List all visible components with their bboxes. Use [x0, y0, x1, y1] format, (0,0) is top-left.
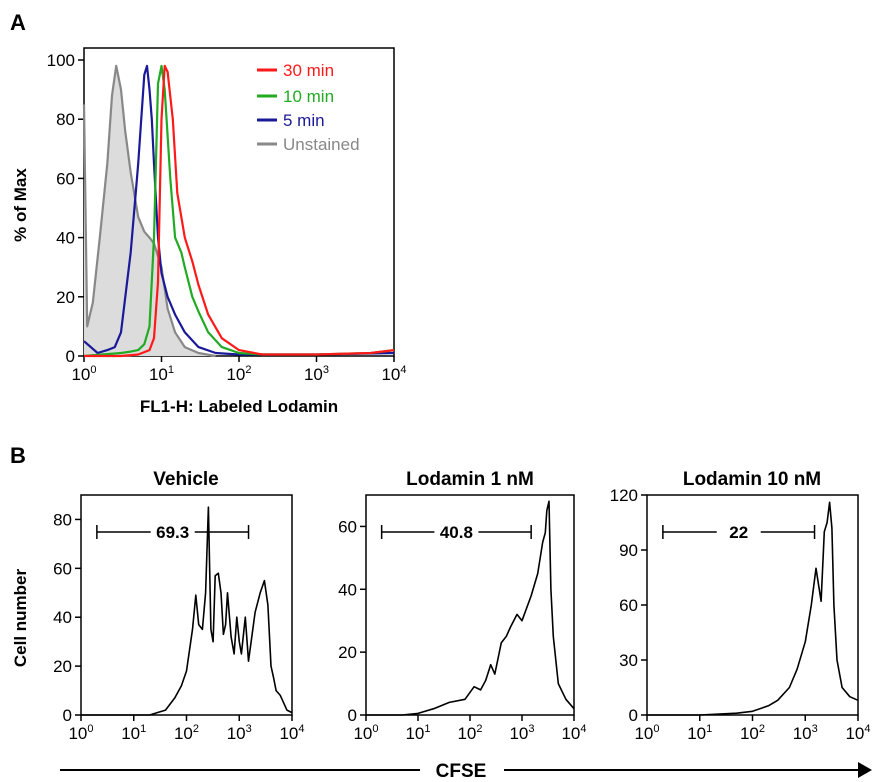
lodamin-1nm-x-tick-label: 102 — [457, 723, 482, 743]
lodamin-10nm-y-tick-label: 0 — [629, 706, 638, 725]
histogram-line-lodamin-10nm — [647, 501, 859, 716]
a-y-tick-label: 60 — [56, 169, 75, 188]
lodamin-10nm-y-tick-label: 60 — [619, 596, 638, 615]
legend-label-5min: 5 min — [283, 111, 325, 130]
gate-lodamin-10nm — [662, 525, 816, 539]
histogram-line-lodamin-1nm — [366, 500, 575, 716]
vehicle-y-tick-label: 80 — [53, 510, 72, 529]
cfse-arrowhead — [858, 762, 872, 778]
y-ticks-lodamin-10nm: 0 30 60 90 120 — [610, 486, 647, 725]
y-ticks-lodamin-1nm: 0 20 40 60 — [338, 517, 366, 725]
legend-label-10min: 10 min — [283, 87, 334, 106]
lodamin-10nm-x-tick-label: 101 — [687, 723, 712, 743]
vehicle-x-tick-label: 103 — [227, 723, 252, 743]
x-ticks-lodamin-10nm: 100 101 102 103 104 — [634, 715, 871, 743]
cfse-label: CFSE — [436, 761, 487, 782]
plot-title-lodamin-10nm: Lodamin 10 nM — [683, 469, 821, 490]
a-x-tick-label: 102 — [226, 364, 251, 384]
gate-label-lodamin-10nm: 22 — [729, 523, 748, 542]
plot-lodamin-10nm: Lodamin 10 nM 0 30 60 90 120 100 101 102 103 104… — [610, 469, 871, 743]
panel-a-curves — [82, 64, 395, 358]
plot-lodamin-1nm: Lodamin 1 nM 0 20 40 60 100 101 102 103 104 40.… — [338, 469, 586, 743]
plot-title-lodamin-1nm: Lodamin 1 nM — [406, 469, 534, 490]
plot-frame-lodamin-10nm — [646, 494, 859, 716]
histogram-vehicle — [81, 506, 293, 716]
vehicle-y-tick-label: 40 — [53, 608, 72, 627]
a-x-tick-label: 100 — [71, 364, 96, 384]
panel-b-label: B — [10, 443, 26, 468]
panel-a-plot: 0 20 40 60 80 100 100 101 102 103 104 30 min 10 m… — [47, 47, 407, 384]
cfse-axis-arrow: CFSE — [60, 761, 872, 782]
panel-a-y-ticks: 0 20 40 60 80 100 — [47, 51, 84, 366]
vehicle-y-tick-label: 0 — [63, 706, 72, 725]
series-line-10min — [83, 64, 395, 358]
lodamin-1nm-x-tick-label: 100 — [353, 723, 378, 743]
panel-a-ylabel: % of Max — [11, 168, 30, 242]
x-ticks-vehicle: 100 101 102 103 104 — [68, 715, 305, 743]
y-ticks-vehicle: 0 20 40 60 80 — [53, 510, 81, 725]
vehicle-y-tick-label: 60 — [53, 559, 72, 578]
a-y-tick-label: 100 — [47, 51, 75, 70]
plot-vehicle: Vehicle 0 20 40 60 80 100 101 102 103 104 69.3 — [53, 469, 304, 743]
lodamin-1nm-y-tick-label: 40 — [338, 580, 357, 599]
a-y-tick-label: 80 — [56, 110, 75, 129]
histogram-line-vehicle — [81, 506, 293, 716]
lodamin-1nm-y-tick-label: 60 — [338, 517, 357, 536]
series-line-5min — [83, 64, 395, 356]
a-x-tick-label: 103 — [304, 364, 329, 384]
lodamin-1nm-x-tick-label: 103 — [509, 723, 534, 743]
gate-label-vehicle: 69.3 — [156, 523, 189, 542]
series-line-30min — [84, 64, 395, 358]
gate-vehicle — [96, 525, 250, 539]
panel-a-x-ticks: 100 101 102 103 104 — [71, 356, 407, 384]
histogram-lodamin-10nm — [647, 501, 859, 716]
a-y-tick-label: 0 — [66, 347, 75, 366]
series-line-unstained — [82, 64, 216, 358]
vehicle-x-tick-label: 104 — [279, 723, 304, 743]
panel-a-label: A — [10, 10, 26, 35]
lodamin-10nm-y-tick-label: 90 — [619, 541, 638, 560]
vehicle-x-tick-label: 101 — [121, 723, 146, 743]
lodamin-10nm-y-tick-label: 120 — [610, 486, 638, 505]
lodamin-10nm-x-tick-label: 104 — [845, 723, 870, 743]
plot-title-vehicle: Vehicle — [153, 469, 219, 490]
lodamin-10nm-x-tick-label: 100 — [634, 723, 659, 743]
a-y-tick-label: 40 — [56, 229, 75, 248]
x-ticks-lodamin-1nm: 100 101 102 103 104 — [353, 715, 587, 743]
vehicle-x-tick-label: 100 — [68, 723, 93, 743]
gate-lodamin-1nm — [380, 525, 532, 539]
vehicle-y-tick-label: 20 — [53, 657, 72, 676]
a-x-tick-label: 101 — [149, 364, 174, 384]
panel-a-xlabel: FL1-H: Labeled Lodamin — [140, 397, 338, 416]
panel-b-ylabel: Cell number — [11, 569, 30, 668]
lodamin-10nm-x-tick-label: 103 — [793, 723, 818, 743]
a-y-tick-label: 20 — [56, 288, 75, 307]
a-x-tick-label: 104 — [381, 364, 406, 384]
panel-a-legend: 30 min 10 min 5 min Unstained — [257, 61, 360, 154]
lodamin-10nm-x-tick-label: 102 — [740, 723, 765, 743]
lodamin-1nm-y-tick-label: 20 — [338, 643, 357, 662]
histogram-lodamin-1nm — [366, 500, 575, 716]
lodamin-1nm-x-tick-label: 104 — [561, 723, 586, 743]
series-fill-unstained — [84, 65, 216, 357]
lodamin-10nm-y-tick-label: 30 — [619, 651, 638, 670]
lodamin-1nm-x-tick-label: 101 — [405, 723, 430, 743]
lodamin-1nm-y-tick-label: 0 — [348, 706, 357, 725]
vehicle-x-tick-label: 102 — [174, 723, 199, 743]
legend-label-30min: 30 min — [283, 61, 334, 80]
legend-label-unstained: Unstained — [283, 135, 360, 154]
gate-label-lodamin-1nm: 40.8 — [440, 523, 473, 542]
